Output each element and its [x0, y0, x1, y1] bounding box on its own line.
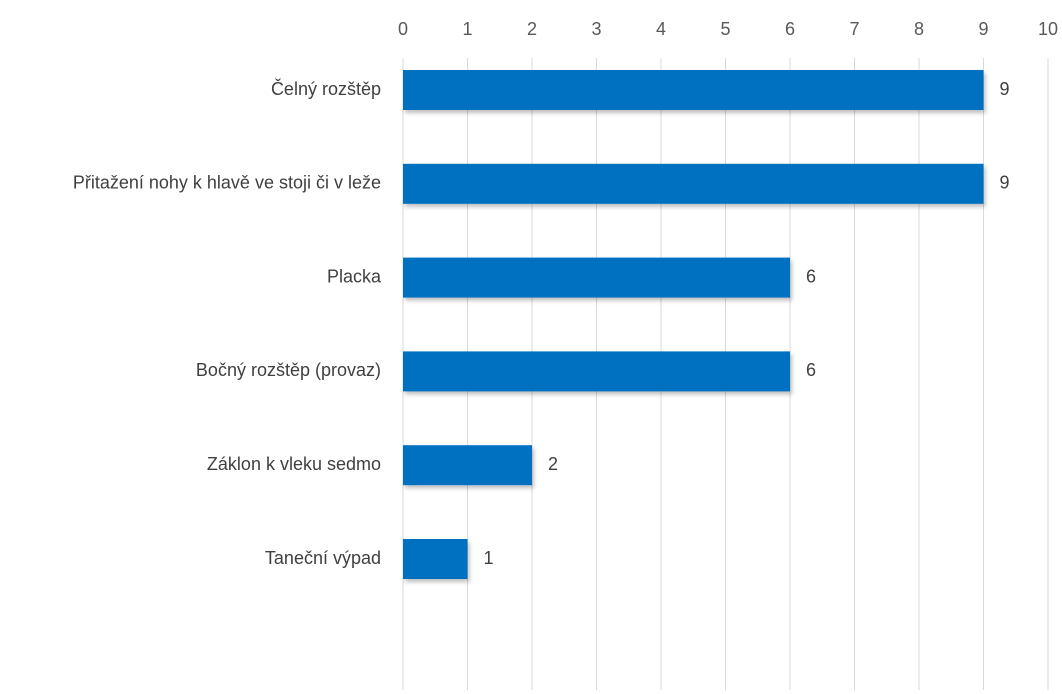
category-labels: Čelný rozštěp Přitažení nohy k hlavě ve s… [73, 78, 382, 568]
bar-0 [403, 70, 984, 110]
x-tick-label-9: 9 [978, 19, 988, 39]
x-tick-label-8: 8 [914, 19, 924, 39]
x-axis-ticks: 0 1 2 3 4 5 6 7 8 9 10 [398, 19, 1058, 39]
x-tick-label-7: 7 [849, 19, 859, 39]
x-tick-label-4: 4 [656, 19, 666, 39]
bar-3 [403, 351, 790, 392]
x-tick-label-5: 5 [720, 19, 730, 39]
data-label-3: 6 [806, 360, 816, 380]
category-label-3: Bočný rozštěp (provaz) [196, 360, 381, 380]
bars [403, 70, 984, 579]
x-tick-label-3: 3 [591, 19, 601, 39]
category-label-4: Záklon k vleku sedmo [207, 454, 381, 474]
data-label-2: 6 [806, 266, 816, 286]
data-label-1: 9 [1000, 173, 1010, 193]
bar-4 [403, 445, 532, 486]
x-tick-label-1: 1 [462, 19, 472, 39]
category-label-1: Přitažení nohy k hlavě ve stoji či v lež… [73, 173, 381, 193]
bar-2 [403, 257, 790, 298]
category-label-2: Placka [327, 266, 382, 286]
category-label-5: Taneční výpad [265, 548, 381, 568]
x-tick-label-2: 2 [527, 19, 537, 39]
data-labels: 9 9 6 6 2 1 [484, 79, 1010, 568]
bar-1 [403, 163, 984, 204]
data-label-0: 9 [1000, 79, 1010, 99]
category-label-0: Čelný rozštěp [271, 78, 381, 99]
data-label-4: 2 [548, 454, 558, 474]
x-tick-label-6: 6 [785, 19, 795, 39]
x-tick-label-0: 0 [398, 19, 408, 39]
x-tick-label-10: 10 [1038, 19, 1058, 39]
data-label-5: 1 [484, 548, 494, 568]
bar-5 [403, 539, 468, 579]
